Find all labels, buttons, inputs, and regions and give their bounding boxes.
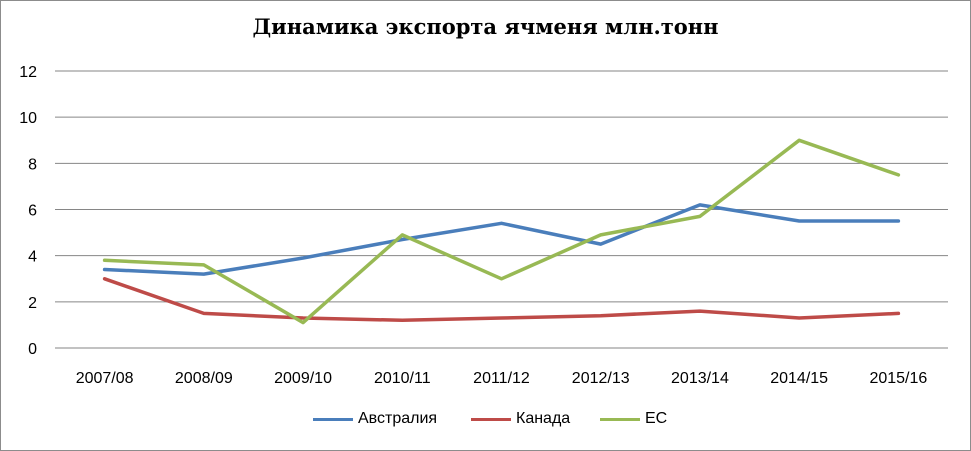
y-tick-label: 8 [28,156,37,173]
x-tick-label: 2015/16 [869,370,927,387]
x-tick-label: 2014/15 [770,370,828,387]
y-tick-label: 0 [28,341,37,358]
y-tick-label: 4 [28,249,37,266]
gridlines [55,70,948,349]
legend-label-australia: Австралия [358,410,438,427]
legend-item-canada: Канада [471,406,570,432]
x-tick-label: 2011/12 [473,370,530,387]
x-tick-label: 2010/11 [374,370,431,387]
legend-label-canada: Канада [516,410,571,427]
x-tick-label: 2009/10 [274,370,332,387]
series-line-0 [102,203,901,276]
legend-swatch-australia [313,417,353,421]
legend-swatch-canada [471,417,511,421]
x-tick-label: 2013/14 [671,370,729,387]
y-axis-ticks: 0 2 4 6 8 10 12 [19,64,37,358]
legend-item-australia: Австралия [313,406,437,432]
x-tick-label: 2012/13 [572,370,630,387]
legend: Австралия Канада ЕС [0,406,971,432]
series-line-1 [102,277,901,323]
chart-title: Динамика экспорта ячменя млн.тонн [252,14,719,39]
legend-label-eu: ЕС [645,410,668,427]
series-lines [102,138,901,325]
x-tick-label: 2008/09 [175,370,233,387]
legend-swatch-eu [600,417,640,421]
y-tick-label: 6 [28,203,37,220]
y-tick-label: 2 [28,295,37,312]
y-tick-label: 10 [19,110,37,127]
series-line-2 [102,138,901,325]
y-tick-label: 12 [19,64,37,81]
x-axis-ticks: 2007/08 2008/09 2009/10 2010/11 2011/12 2012/… [76,370,928,387]
legend-item-eu: ЕС [600,406,667,432]
x-tick-label: 2007/08 [76,370,134,387]
